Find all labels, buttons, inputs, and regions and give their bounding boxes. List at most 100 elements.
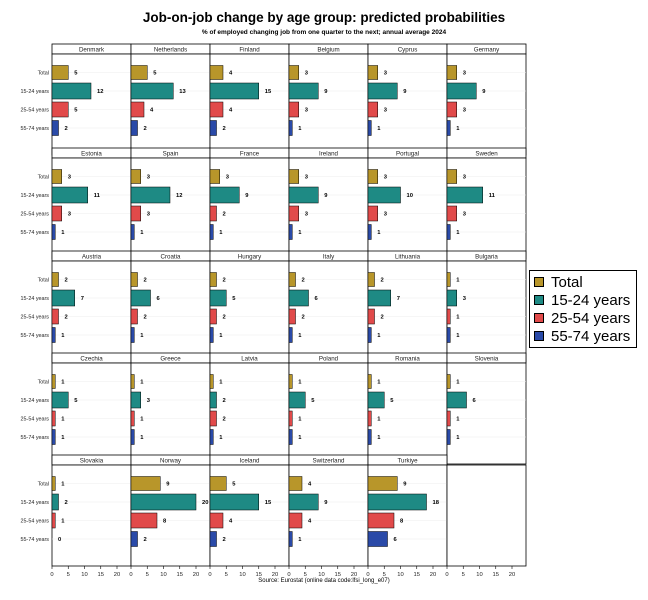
data-label-turkiye-15-24-years: 18 xyxy=(433,500,440,506)
x-tick-label: 0 xyxy=(445,572,448,578)
x-tick-label: 0 xyxy=(50,572,53,578)
panel-title-germany: Germany xyxy=(474,47,500,54)
x-tick-label: 15 xyxy=(493,572,499,578)
data-label-bulgaria-55-74-years: 1 xyxy=(456,333,460,339)
x-tick-label: 10 xyxy=(81,572,87,578)
x-tick-label: 5 xyxy=(383,572,386,578)
bar-denmark-25-54-years xyxy=(51,101,69,118)
legend-item-total: Total xyxy=(534,273,583,291)
bar-poland-25-54-years xyxy=(288,410,293,427)
y-tick-label-total: Total xyxy=(38,482,49,488)
legend-item-25-54: 25-54 years xyxy=(534,309,630,327)
data-label-czechia-55-74-years: 1 xyxy=(61,435,65,441)
panel-title-iceland: Iceland xyxy=(240,458,261,465)
panel-title-hungary: Hungary xyxy=(238,254,262,261)
panel-frame-romania xyxy=(367,362,448,465)
panel-frame-austria xyxy=(51,260,132,363)
bar-bulgaria-25-54-years xyxy=(446,308,451,325)
data-label-bulgaria-total: 1 xyxy=(456,278,460,284)
panel-title-norway: Norway xyxy=(160,458,182,465)
x-tick-label: 0 xyxy=(366,572,369,578)
data-label-denmark-55-74-years: 2 xyxy=(65,126,68,132)
bar-hungary-55-74-years xyxy=(209,327,214,343)
bar-ireland-55-74-years xyxy=(288,224,293,240)
bar-switzerland-15-24-years xyxy=(288,493,319,511)
bar-norway-55-74-years xyxy=(130,531,138,547)
x-tick-label: 20 xyxy=(351,572,357,578)
x-tick-label: 10 xyxy=(397,572,403,578)
data-label-italy-25-54-years: 2 xyxy=(302,315,305,321)
panel-title-slovakia: Slovakia xyxy=(80,458,104,465)
bar-netherlands-25-54-years xyxy=(130,101,145,118)
bar-slovenia-total xyxy=(446,374,451,389)
x-tick-label: 10 xyxy=(318,572,324,578)
panel-frame-poland xyxy=(288,362,369,465)
bar-france-15-24-years xyxy=(209,186,240,204)
y-tick-label-25-54-years: 25-54 years xyxy=(21,108,50,114)
bar-estonia-15-24-years xyxy=(51,186,88,204)
panel-frame-czechia xyxy=(51,362,132,465)
panel-title-ireland: Ireland xyxy=(319,151,338,158)
panel-frame-spain xyxy=(130,157,211,260)
bar-belgium-55-74-years xyxy=(288,120,293,136)
data-label-portugal-55-74-years: 1 xyxy=(377,230,381,236)
bar-denmark-55-74-years xyxy=(51,120,59,136)
bar-norway-15-24-years xyxy=(130,493,197,511)
data-label-cyprus-total: 3 xyxy=(384,71,388,77)
panel-title-greece: Greece xyxy=(160,356,181,363)
panel-frame-belgium xyxy=(288,53,369,156)
panel-title-netherlands: Netherlands xyxy=(154,47,187,54)
data-label-croatia-25-54-years: 2 xyxy=(144,315,147,321)
bar-iceland-55-74-years xyxy=(209,531,217,547)
bar-spain-15-24-years xyxy=(130,186,171,204)
data-label-ireland-15-24-years: 9 xyxy=(324,193,328,199)
data-label-croatia-55-74-years: 1 xyxy=(140,333,144,339)
data-label-slovenia-25-54-years: 1 xyxy=(456,417,460,423)
bar-czechia-55-74-years xyxy=(51,429,56,445)
bar-finland-total xyxy=(209,65,224,80)
data-label-latvia-55-74-years: 1 xyxy=(219,435,223,441)
data-label-bulgaria-25-54-years: 1 xyxy=(456,315,460,321)
data-label-finland-total: 4 xyxy=(229,71,233,77)
x-tick-label: 5 xyxy=(304,572,307,578)
data-label-cyprus-15-24-years: 9 xyxy=(403,89,407,95)
data-label-netherlands-25-54-years: 4 xyxy=(150,108,154,114)
bar-switzerland-55-74-years xyxy=(288,531,293,547)
legend-label-25-54: 25-54 years xyxy=(551,309,631,327)
data-label-ireland-25-54-years: 3 xyxy=(305,212,309,218)
data-label-germany-15-24-years: 9 xyxy=(482,89,486,95)
bar-greece-15-24-years xyxy=(130,391,141,409)
data-label-hungary-total: 2 xyxy=(223,278,226,284)
bar-latvia-15-24-years xyxy=(209,391,217,409)
legend: Total 15-24 years 25-54 years 55-74 year… xyxy=(529,270,637,348)
x-tick-label: 0 xyxy=(287,572,290,578)
x-tick-label: 15 xyxy=(256,572,262,578)
x-tick-label: 10 xyxy=(476,572,482,578)
bar-croatia-15-24-years xyxy=(130,289,151,307)
data-label-croatia-total: 2 xyxy=(144,278,147,284)
bar-lithuania-25-54-years xyxy=(367,308,375,325)
bar-romania-55-74-years xyxy=(367,429,372,445)
panel-frame-portugal xyxy=(367,157,448,260)
data-label-portugal-15-24-years: 10 xyxy=(407,193,413,199)
bar-lithuania-15-24-years xyxy=(367,289,391,307)
data-label-spain-25-54-years: 3 xyxy=(147,212,151,218)
data-label-turkiye-total: 9 xyxy=(403,482,407,488)
data-label-switzerland-total: 4 xyxy=(308,482,312,488)
bar-italy-total xyxy=(288,272,296,287)
bar-netherlands-55-74-years xyxy=(130,120,138,136)
data-label-netherlands-15-24-years: 13 xyxy=(179,89,186,95)
data-label-france-15-24-years: 9 xyxy=(245,193,249,199)
bar-slovenia-15-24-years xyxy=(446,391,467,409)
bar-poland-55-74-years xyxy=(288,429,293,445)
data-label-spain-15-24-years: 12 xyxy=(176,193,182,199)
data-label-latvia-25-54-years: 2 xyxy=(223,417,226,423)
bar-sweden-25-54-years xyxy=(446,205,457,222)
data-label-france-25-54-years: 2 xyxy=(223,212,226,218)
data-label-italy-15-24-years: 6 xyxy=(315,296,319,302)
data-label-iceland-total: 5 xyxy=(232,482,236,488)
panel-frame-bulgaria xyxy=(446,260,527,363)
bar-turkiye-total xyxy=(367,476,398,491)
data-label-cyprus-25-54-years: 3 xyxy=(384,108,388,114)
bar-netherlands-total xyxy=(130,65,148,80)
